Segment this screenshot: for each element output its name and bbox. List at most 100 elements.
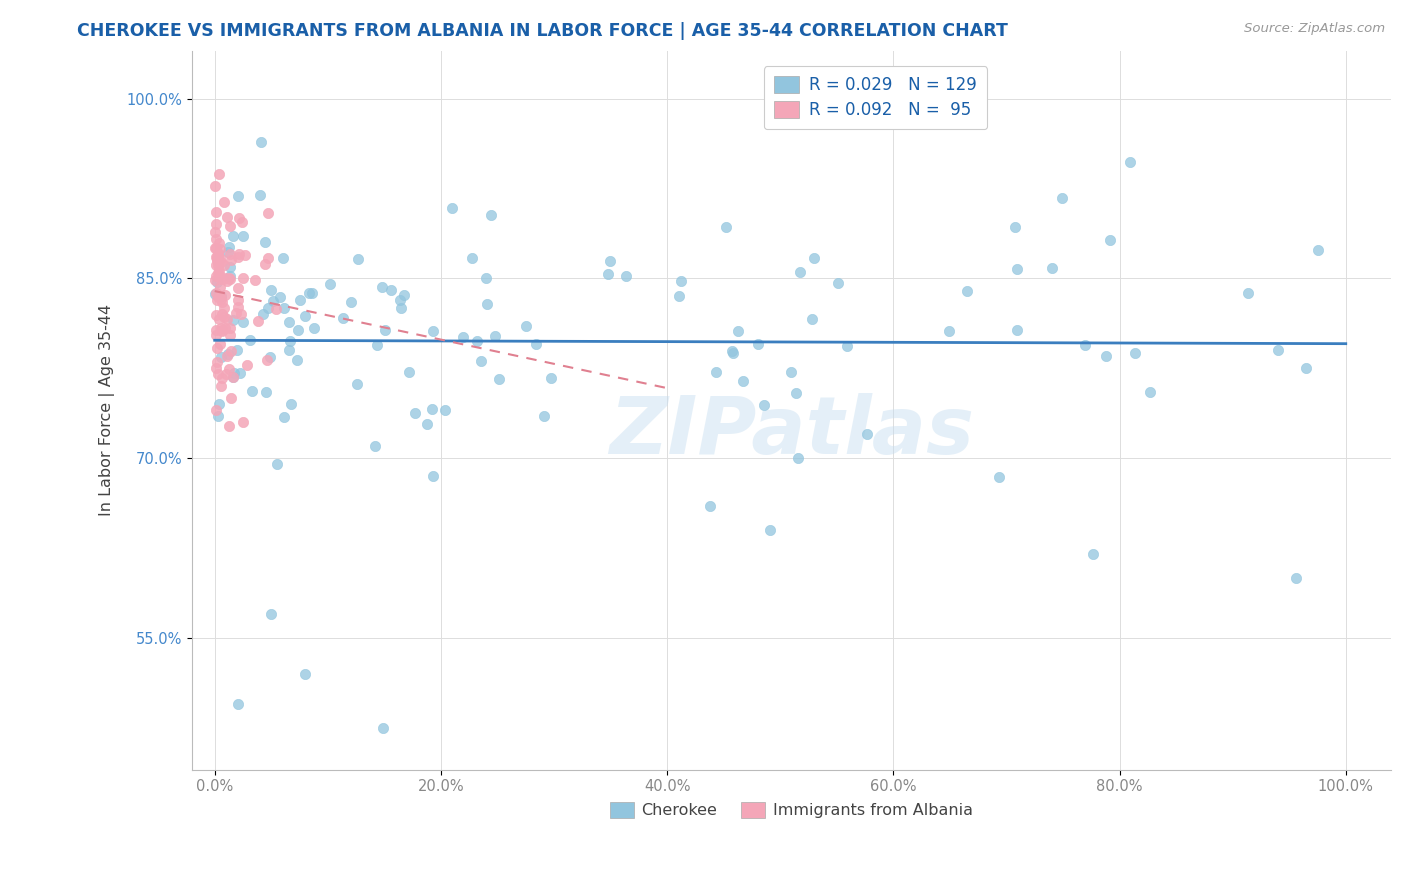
Point bbox=[287, 323, 309, 337]
Point bbox=[467, 334, 489, 348]
Point bbox=[280, 397, 302, 411]
Point bbox=[714, 219, 737, 234]
Point bbox=[218, 240, 240, 254]
Point bbox=[294, 310, 316, 324]
Point bbox=[207, 250, 229, 264]
Point bbox=[1267, 343, 1289, 357]
Point bbox=[451, 330, 474, 344]
Point bbox=[209, 288, 232, 302]
Point bbox=[488, 372, 510, 386]
Point bbox=[278, 315, 301, 329]
Point bbox=[204, 178, 226, 193]
Point bbox=[404, 406, 426, 420]
Point bbox=[205, 361, 228, 376]
Point bbox=[208, 268, 231, 282]
Point bbox=[211, 294, 233, 309]
Point bbox=[222, 228, 245, 243]
Point bbox=[209, 379, 232, 393]
Point bbox=[260, 283, 283, 297]
Point bbox=[759, 523, 782, 537]
Point bbox=[526, 337, 548, 351]
Point bbox=[249, 136, 271, 150]
Text: CHEROKEE VS IMMIGRANTS FROM ALBANIA IN LABOR FORCE | AGE 35-44 CORRELATION CHART: CHEROKEE VS IMMIGRANTS FROM ALBANIA IN L… bbox=[77, 22, 1008, 40]
Point bbox=[246, 314, 269, 328]
Point bbox=[233, 248, 256, 262]
Point bbox=[226, 189, 249, 203]
Point bbox=[209, 242, 232, 256]
Point bbox=[266, 457, 288, 471]
Point bbox=[1237, 286, 1260, 301]
Point bbox=[215, 210, 238, 224]
Point bbox=[219, 269, 242, 284]
Point bbox=[269, 290, 291, 304]
Point bbox=[218, 272, 240, 286]
Point bbox=[475, 271, 498, 285]
Point bbox=[232, 228, 254, 243]
Point bbox=[218, 328, 240, 343]
Point bbox=[221, 313, 243, 327]
Point bbox=[243, 273, 266, 287]
Point bbox=[211, 323, 233, 337]
Point bbox=[236, 358, 259, 372]
Point bbox=[856, 427, 879, 442]
Point bbox=[789, 265, 811, 279]
Point bbox=[752, 398, 775, 412]
Point bbox=[285, 353, 308, 368]
Point bbox=[219, 253, 242, 268]
Point bbox=[225, 343, 247, 357]
Point bbox=[332, 311, 354, 326]
Point bbox=[215, 273, 238, 287]
Point bbox=[232, 415, 254, 429]
Point bbox=[207, 290, 229, 304]
Point bbox=[209, 280, 232, 294]
Point bbox=[515, 319, 537, 334]
Point bbox=[599, 254, 621, 268]
Point bbox=[1123, 346, 1146, 360]
Point bbox=[222, 366, 245, 380]
Point bbox=[371, 280, 394, 294]
Point bbox=[207, 253, 229, 268]
Point bbox=[205, 250, 228, 264]
Point bbox=[669, 274, 692, 288]
Point bbox=[288, 293, 311, 308]
Point bbox=[392, 288, 415, 302]
Point bbox=[1095, 349, 1118, 363]
Point bbox=[347, 252, 370, 266]
Y-axis label: In Labor Force | Age 35-44: In Labor Force | Age 35-44 bbox=[100, 304, 115, 516]
Point bbox=[222, 370, 245, 384]
Point bbox=[207, 245, 229, 260]
Point bbox=[388, 293, 411, 308]
Point bbox=[208, 264, 231, 278]
Point bbox=[204, 250, 226, 264]
Point bbox=[219, 343, 242, 358]
Point bbox=[422, 324, 444, 338]
Point bbox=[219, 391, 242, 405]
Point bbox=[389, 301, 412, 316]
Point bbox=[801, 311, 824, 326]
Point bbox=[273, 301, 295, 315]
Point bbox=[217, 349, 239, 363]
Point bbox=[228, 301, 250, 315]
Point bbox=[204, 328, 226, 343]
Point bbox=[253, 235, 276, 249]
Point bbox=[231, 271, 253, 285]
Point bbox=[215, 368, 238, 382]
Point bbox=[232, 315, 254, 329]
Point bbox=[228, 247, 250, 261]
Point bbox=[217, 244, 239, 259]
Point bbox=[364, 439, 387, 453]
Point bbox=[209, 272, 232, 286]
Point bbox=[346, 376, 368, 391]
Point bbox=[262, 293, 284, 308]
Point bbox=[208, 289, 231, 303]
Point bbox=[956, 284, 979, 298]
Point bbox=[204, 324, 226, 338]
Point bbox=[226, 281, 249, 295]
Point bbox=[205, 241, 228, 255]
Point bbox=[475, 297, 498, 311]
Point bbox=[214, 321, 236, 335]
Point bbox=[374, 323, 396, 337]
Point bbox=[211, 307, 233, 321]
Point bbox=[209, 292, 232, 306]
Text: ZIPatlas: ZIPatlas bbox=[609, 392, 974, 471]
